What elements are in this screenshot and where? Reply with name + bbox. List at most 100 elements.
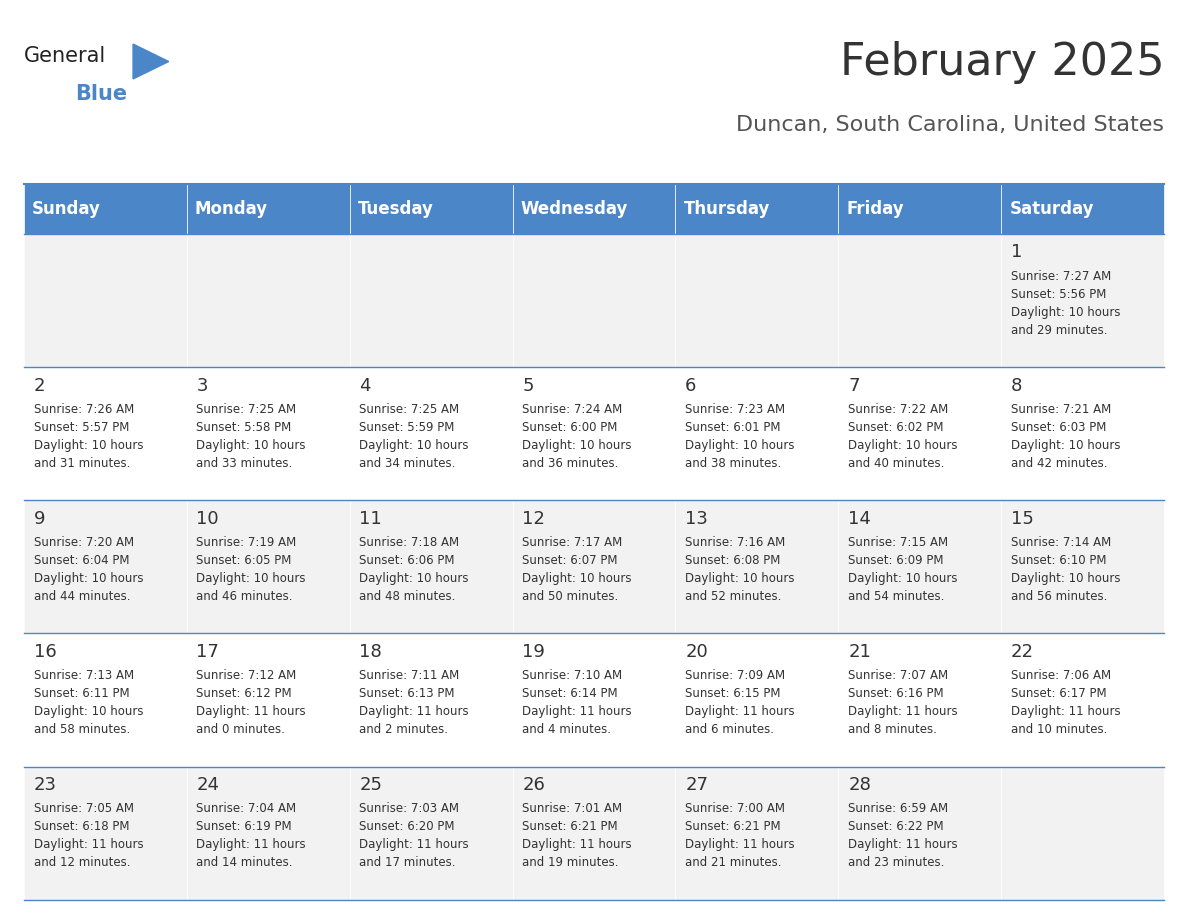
Text: Sunrise: 7:23 AM
Sunset: 6:01 PM
Daylight: 10 hours
and 38 minutes.: Sunrise: 7:23 AM Sunset: 6:01 PM Dayligh… xyxy=(685,403,795,470)
Bar xyxy=(24,367,187,500)
Text: Sunrise: 7:25 AM
Sunset: 5:58 PM
Daylight: 10 hours
and 33 minutes.: Sunrise: 7:25 AM Sunset: 5:58 PM Dayligh… xyxy=(196,403,307,470)
Text: 2: 2 xyxy=(33,376,45,395)
Bar xyxy=(349,500,512,633)
Text: Sunday: Sunday xyxy=(32,200,101,218)
Text: Sunrise: 7:17 AM
Sunset: 6:07 PM
Daylight: 10 hours
and 50 minutes.: Sunrise: 7:17 AM Sunset: 6:07 PM Dayligh… xyxy=(523,536,632,603)
Bar xyxy=(24,633,187,767)
Text: 6: 6 xyxy=(685,376,696,395)
Text: Blue: Blue xyxy=(75,84,127,105)
Bar xyxy=(1001,500,1164,633)
Bar xyxy=(512,500,676,633)
Text: Sunrise: 7:27 AM
Sunset: 5:56 PM
Daylight: 10 hours
and 29 minutes.: Sunrise: 7:27 AM Sunset: 5:56 PM Dayligh… xyxy=(1011,270,1120,337)
Bar xyxy=(512,767,676,900)
Text: Sunrise: 7:10 AM
Sunset: 6:14 PM
Daylight: 11 hours
and 4 minutes.: Sunrise: 7:10 AM Sunset: 6:14 PM Dayligh… xyxy=(523,669,632,736)
Bar xyxy=(676,633,839,767)
Text: 11: 11 xyxy=(360,509,383,528)
Text: 3: 3 xyxy=(196,376,208,395)
Bar xyxy=(839,367,1001,500)
Text: Saturday: Saturday xyxy=(1010,200,1094,218)
Text: Friday: Friday xyxy=(847,200,904,218)
Text: Tuesday: Tuesday xyxy=(358,200,434,218)
Bar xyxy=(676,767,839,900)
Text: Sunrise: 7:06 AM
Sunset: 6:17 PM
Daylight: 11 hours
and 10 minutes.: Sunrise: 7:06 AM Sunset: 6:17 PM Dayligh… xyxy=(1011,669,1120,736)
Text: 27: 27 xyxy=(685,776,708,794)
Text: 10: 10 xyxy=(196,509,219,528)
Bar xyxy=(676,367,839,500)
Text: 23: 23 xyxy=(33,776,57,794)
Bar xyxy=(676,500,839,633)
Bar xyxy=(512,633,676,767)
Bar xyxy=(187,767,349,900)
Bar xyxy=(1001,234,1164,367)
Text: 20: 20 xyxy=(685,643,708,661)
Bar xyxy=(676,234,839,367)
Bar xyxy=(676,184,839,234)
Bar xyxy=(839,500,1001,633)
Text: General: General xyxy=(24,46,106,66)
Text: Sunrise: 7:00 AM
Sunset: 6:21 PM
Daylight: 11 hours
and 21 minutes.: Sunrise: 7:00 AM Sunset: 6:21 PM Dayligh… xyxy=(685,802,795,869)
Bar xyxy=(1001,367,1164,500)
Text: 21: 21 xyxy=(848,643,871,661)
Text: 9: 9 xyxy=(33,509,45,528)
Bar xyxy=(839,767,1001,900)
Bar xyxy=(512,184,676,234)
Text: 17: 17 xyxy=(196,643,220,661)
Text: Sunrise: 6:59 AM
Sunset: 6:22 PM
Daylight: 11 hours
and 23 minutes.: Sunrise: 6:59 AM Sunset: 6:22 PM Dayligh… xyxy=(848,802,958,869)
Text: 25: 25 xyxy=(360,776,383,794)
Bar xyxy=(349,767,512,900)
Text: 14: 14 xyxy=(848,509,871,528)
Bar xyxy=(187,633,349,767)
Bar xyxy=(187,234,349,367)
Bar xyxy=(187,184,349,234)
Bar xyxy=(349,633,512,767)
Bar xyxy=(839,184,1001,234)
Bar xyxy=(839,234,1001,367)
Text: Sunrise: 7:24 AM
Sunset: 6:00 PM
Daylight: 10 hours
and 36 minutes.: Sunrise: 7:24 AM Sunset: 6:00 PM Dayligh… xyxy=(523,403,632,470)
Text: Sunrise: 7:16 AM
Sunset: 6:08 PM
Daylight: 10 hours
and 52 minutes.: Sunrise: 7:16 AM Sunset: 6:08 PM Dayligh… xyxy=(685,536,795,603)
Text: Sunrise: 7:21 AM
Sunset: 6:03 PM
Daylight: 10 hours
and 42 minutes.: Sunrise: 7:21 AM Sunset: 6:03 PM Dayligh… xyxy=(1011,403,1120,470)
Bar xyxy=(512,234,676,367)
Text: 18: 18 xyxy=(360,643,383,661)
Text: 13: 13 xyxy=(685,509,708,528)
Text: Sunrise: 7:11 AM
Sunset: 6:13 PM
Daylight: 11 hours
and 2 minutes.: Sunrise: 7:11 AM Sunset: 6:13 PM Dayligh… xyxy=(360,669,469,736)
Text: Sunrise: 7:07 AM
Sunset: 6:16 PM
Daylight: 11 hours
and 8 minutes.: Sunrise: 7:07 AM Sunset: 6:16 PM Dayligh… xyxy=(848,669,958,736)
Text: Sunrise: 7:13 AM
Sunset: 6:11 PM
Daylight: 10 hours
and 58 minutes.: Sunrise: 7:13 AM Sunset: 6:11 PM Dayligh… xyxy=(33,669,143,736)
Bar xyxy=(1001,184,1164,234)
Text: 7: 7 xyxy=(848,376,860,395)
Text: Sunrise: 7:20 AM
Sunset: 6:04 PM
Daylight: 10 hours
and 44 minutes.: Sunrise: 7:20 AM Sunset: 6:04 PM Dayligh… xyxy=(33,536,143,603)
Text: 12: 12 xyxy=(523,509,545,528)
Bar xyxy=(187,367,349,500)
Bar xyxy=(24,234,187,367)
Text: Sunrise: 7:14 AM
Sunset: 6:10 PM
Daylight: 10 hours
and 56 minutes.: Sunrise: 7:14 AM Sunset: 6:10 PM Dayligh… xyxy=(1011,536,1120,603)
Text: Sunrise: 7:25 AM
Sunset: 5:59 PM
Daylight: 10 hours
and 34 minutes.: Sunrise: 7:25 AM Sunset: 5:59 PM Dayligh… xyxy=(360,403,469,470)
Text: Wednesday: Wednesday xyxy=(520,200,628,218)
Text: Sunrise: 7:03 AM
Sunset: 6:20 PM
Daylight: 11 hours
and 17 minutes.: Sunrise: 7:03 AM Sunset: 6:20 PM Dayligh… xyxy=(360,802,469,869)
Bar xyxy=(349,234,512,367)
Bar xyxy=(349,367,512,500)
Text: Sunrise: 7:09 AM
Sunset: 6:15 PM
Daylight: 11 hours
and 6 minutes.: Sunrise: 7:09 AM Sunset: 6:15 PM Dayligh… xyxy=(685,669,795,736)
Text: 16: 16 xyxy=(33,643,56,661)
Bar xyxy=(1001,767,1164,900)
Bar xyxy=(839,633,1001,767)
Text: Sunrise: 7:12 AM
Sunset: 6:12 PM
Daylight: 11 hours
and 0 minutes.: Sunrise: 7:12 AM Sunset: 6:12 PM Dayligh… xyxy=(196,669,307,736)
Text: 15: 15 xyxy=(1011,509,1034,528)
Text: February 2025: February 2025 xyxy=(840,41,1164,84)
Text: 22: 22 xyxy=(1011,643,1034,661)
Bar xyxy=(24,767,187,900)
Bar xyxy=(187,500,349,633)
Bar xyxy=(1001,633,1164,767)
Text: Thursday: Thursday xyxy=(683,200,770,218)
Text: Monday: Monday xyxy=(195,200,268,218)
Text: Sunrise: 7:19 AM
Sunset: 6:05 PM
Daylight: 10 hours
and 46 minutes.: Sunrise: 7:19 AM Sunset: 6:05 PM Dayligh… xyxy=(196,536,307,603)
Text: Sunrise: 7:18 AM
Sunset: 6:06 PM
Daylight: 10 hours
and 48 minutes.: Sunrise: 7:18 AM Sunset: 6:06 PM Dayligh… xyxy=(360,536,469,603)
Text: Sunrise: 7:22 AM
Sunset: 6:02 PM
Daylight: 10 hours
and 40 minutes.: Sunrise: 7:22 AM Sunset: 6:02 PM Dayligh… xyxy=(848,403,958,470)
Text: 28: 28 xyxy=(848,776,871,794)
Text: 19: 19 xyxy=(523,643,545,661)
Text: Duncan, South Carolina, United States: Duncan, South Carolina, United States xyxy=(737,115,1164,135)
Text: 4: 4 xyxy=(360,376,371,395)
Bar xyxy=(24,184,187,234)
Text: 5: 5 xyxy=(523,376,533,395)
Polygon shape xyxy=(133,44,169,79)
Text: 1: 1 xyxy=(1011,243,1023,262)
Text: 26: 26 xyxy=(523,776,545,794)
